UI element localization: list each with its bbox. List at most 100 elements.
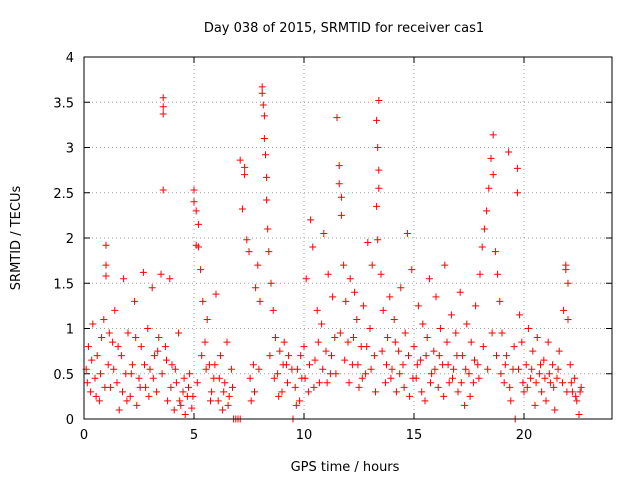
x-tick-label: 20 (516, 428, 533, 443)
data-point (245, 248, 253, 256)
data-point (117, 352, 125, 360)
grid-lines (84, 57, 612, 419)
data-point (354, 361, 362, 369)
data-point (176, 397, 184, 405)
data-point (516, 311, 524, 319)
data-point (337, 211, 345, 219)
data-point (172, 379, 180, 387)
data-point (350, 334, 357, 342)
data-point (148, 284, 156, 292)
data-point (408, 266, 416, 274)
data-point (562, 266, 570, 274)
data-point (480, 225, 488, 233)
data-point (211, 361, 219, 369)
data-point (373, 116, 381, 124)
data-point (341, 356, 349, 364)
data-point (97, 370, 104, 378)
data-point (188, 404, 196, 412)
data-point (100, 315, 108, 323)
data-point (513, 189, 521, 197)
data-point (155, 334, 163, 342)
data-point (476, 270, 484, 278)
data-point (573, 397, 581, 405)
x-tick-label: 5 (190, 428, 198, 443)
data-point (249, 361, 257, 369)
data-point (421, 397, 429, 405)
data-point (540, 356, 548, 364)
data-point (255, 365, 263, 373)
data-point (443, 338, 451, 346)
data-point (301, 374, 309, 382)
data-point (465, 370, 473, 378)
data-point (545, 370, 553, 378)
data-point (221, 379, 229, 387)
data-point (141, 361, 148, 369)
data-point (320, 229, 328, 237)
data-point (105, 329, 113, 337)
data-point (135, 374, 143, 382)
data-point (190, 186, 198, 194)
data-point (383, 361, 390, 369)
data-point (431, 365, 439, 373)
data-point (474, 361, 482, 369)
data-point (110, 365, 118, 373)
data-point (498, 329, 506, 337)
data-point (401, 329, 409, 337)
data-point (137, 343, 145, 351)
data-point (179, 388, 187, 396)
data-point (358, 374, 366, 382)
data-point (567, 379, 575, 387)
y-tick-label: 0.5 (53, 368, 74, 383)
data-point (284, 379, 291, 387)
data-point (260, 112, 268, 120)
data-point (194, 220, 202, 228)
data-point (447, 311, 455, 319)
data-point (452, 329, 460, 337)
data-point (427, 379, 434, 387)
data-point (288, 365, 296, 373)
y-tick-label: 3 (66, 142, 74, 157)
data-point (126, 392, 134, 400)
data-point (159, 103, 167, 111)
data-point (386, 293, 394, 301)
data-point (328, 352, 335, 360)
data-point (307, 216, 315, 224)
data-point (388, 365, 396, 373)
data-point (145, 392, 153, 400)
data-point (225, 392, 233, 400)
data-point (403, 229, 411, 237)
data-point (132, 334, 140, 342)
data-point (374, 144, 382, 151)
data-point (102, 241, 110, 249)
data-point (150, 352, 158, 360)
data-points (82, 83, 585, 423)
y-tick-label: 2.5 (53, 187, 74, 202)
data-point (258, 83, 266, 91)
data-point (114, 343, 122, 351)
data-point (456, 288, 464, 296)
data-point (102, 261, 110, 269)
data-point (409, 374, 417, 382)
data-point (159, 110, 167, 118)
data-point (271, 334, 279, 342)
data-point (323, 379, 331, 387)
data-point (123, 397, 131, 405)
data-point (353, 315, 361, 323)
data-point (466, 392, 474, 400)
data-point (577, 383, 585, 391)
data-point (494, 270, 502, 278)
data-point (318, 320, 326, 328)
data-point (501, 361, 509, 369)
data-point (345, 379, 353, 387)
data-point (83, 379, 91, 387)
data-point (478, 243, 486, 251)
data-point (144, 325, 152, 332)
data-point (302, 275, 310, 283)
data-point (314, 338, 322, 346)
data-point (333, 114, 341, 122)
data-point (167, 383, 175, 391)
data-point (370, 352, 378, 360)
data-point (133, 401, 141, 409)
data-point (227, 365, 235, 373)
